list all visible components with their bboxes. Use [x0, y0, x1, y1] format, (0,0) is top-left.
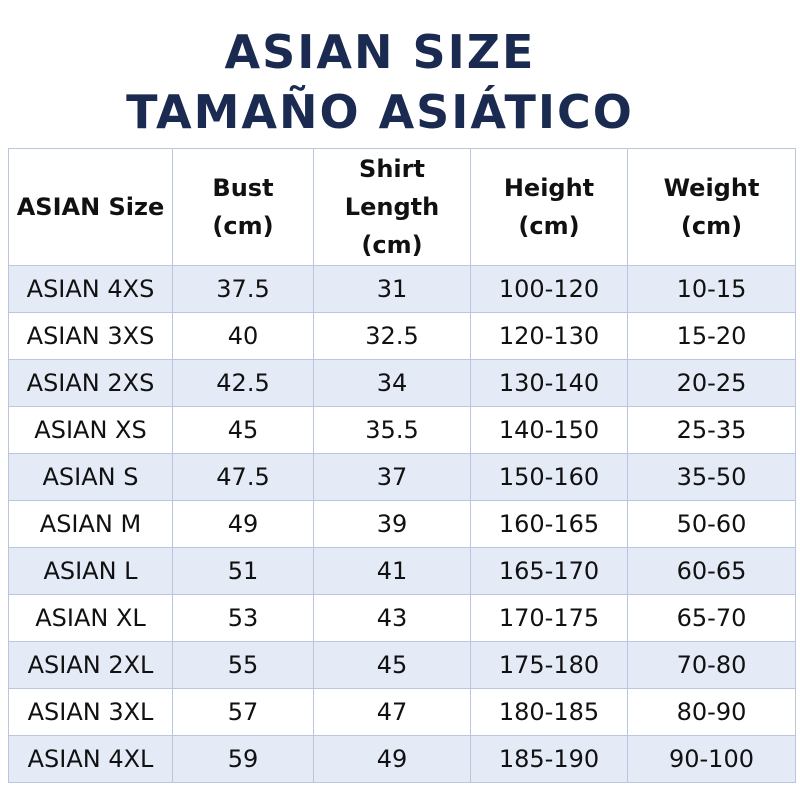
table-cell: 51 [172, 547, 314, 595]
table-row: ASIAN S 47.5 37 150-160 35-50 [8, 453, 796, 501]
table-cell: 20-25 [627, 359, 796, 407]
header-row: ASIAN Size Bust (cm) Shirt Length (cm) Height (… [8, 148, 796, 266]
table-cell: 45 [172, 406, 314, 454]
table-cell: 39 [313, 500, 471, 548]
table-cell: 185-190 [470, 735, 628, 783]
title: ASIAN SIZE TAMAÑO ASIÁTICO [0, 22, 760, 142]
header-line: (cm) [680, 212, 743, 240]
table-cell: 10-15 [627, 265, 796, 313]
table-cell: 49 [313, 735, 471, 783]
table-cell: 37.5 [172, 265, 314, 313]
table-cell: 25-35 [627, 406, 796, 454]
table-body: ASIAN 4XS 37.5 31 100-120 10-15 ASIAN 3XS 40 32… [8, 265, 796, 783]
table-cell: ASIAN M [8, 500, 173, 548]
table-cell: 45 [313, 641, 471, 689]
column-header: Shirt Length (cm) [313, 148, 471, 266]
table-cell: 15-20 [627, 312, 796, 360]
table-cell: 80-90 [627, 688, 796, 736]
table-cell: ASIAN 2XS [8, 359, 173, 407]
table-row: ASIAN M 49 39 160-165 50-60 [8, 500, 796, 548]
table-cell: 65-70 [627, 594, 796, 642]
table-row: ASIAN XL 53 43 170-175 65-70 [8, 594, 796, 642]
header-line: Height [503, 174, 595, 202]
table-row: ASIAN 3XL 57 47 180-185 80-90 [8, 688, 796, 736]
table-cell: ASIAN 3XL [8, 688, 173, 736]
table-cell: ASIAN 4XS [8, 265, 173, 313]
header-line: (cm) [212, 212, 274, 240]
header-line: (cm) [518, 212, 580, 240]
table-cell: 47 [313, 688, 471, 736]
table-cell: 49 [172, 500, 314, 548]
table-cell: 59 [172, 735, 314, 783]
table-cell: ASIAN 3XS [8, 312, 173, 360]
table-row: ASIAN 3XS 40 32.5 120-130 15-20 [8, 312, 796, 360]
table-cell: 70-80 [627, 641, 796, 689]
table-cell: 170-175 [470, 594, 628, 642]
table-cell: 55 [172, 641, 314, 689]
table-cell: 47.5 [172, 453, 314, 501]
size-table: ASIAN Size Bust (cm) Shirt Length (cm) Height (… [8, 148, 796, 783]
table-cell: 41 [313, 547, 471, 595]
table-cell: 32.5 [313, 312, 471, 360]
table-cell: ASIAN 2XL [8, 641, 173, 689]
table-cell: ASIAN L [8, 547, 173, 595]
table-cell: 35.5 [313, 406, 471, 454]
table-cell: ASIAN 4XL [8, 735, 173, 783]
title-line: TAMAÑO ASIÁTICO [126, 85, 634, 139]
table-cell: 53 [172, 594, 314, 642]
table-cell: 90-100 [627, 735, 796, 783]
table-cell: 42.5 [172, 359, 314, 407]
table-cell: 175-180 [470, 641, 628, 689]
table-row: ASIAN L 51 41 165-170 60-65 [8, 547, 796, 595]
table-row: ASIAN XS 45 35.5 140-150 25-35 [8, 406, 796, 454]
table-cell: 50-60 [627, 500, 796, 548]
table-cell: 31 [313, 265, 471, 313]
table-row: ASIAN 2XS 42.5 34 130-140 20-25 [8, 359, 796, 407]
header-line: Length [344, 193, 440, 221]
table-cell: 34 [313, 359, 471, 407]
header-line: Bust [212, 174, 274, 202]
table-cell: 130-140 [470, 359, 628, 407]
table-cell: 150-160 [470, 453, 628, 501]
header-line: ASIAN Size [16, 193, 165, 221]
column-header: Height (cm) [470, 148, 628, 266]
header-line: Shirt [359, 155, 425, 183]
table-row: ASIAN 2XL 55 45 175-180 70-80 [8, 641, 796, 689]
column-header: ASIAN Size [8, 148, 173, 266]
table-cell: 35-50 [627, 453, 796, 501]
table-cell: 160-165 [470, 500, 628, 548]
table-cell: ASIAN XS [8, 406, 173, 454]
column-header: Weight (cm) [627, 148, 796, 266]
table-cell: 43 [313, 594, 471, 642]
table-cell: 180-185 [470, 688, 628, 736]
table-row: ASIAN 4XS 37.5 31 100-120 10-15 [8, 265, 796, 313]
table-cell: ASIAN S [8, 453, 173, 501]
column-header: Bust (cm) [172, 148, 314, 266]
table-cell: 60-65 [627, 547, 796, 595]
header-line: (cm) [361, 231, 423, 259]
table-cell: ASIAN XL [8, 594, 173, 642]
table-cell: 40 [172, 312, 314, 360]
table-cell: 57 [172, 688, 314, 736]
table-cell: 140-150 [470, 406, 628, 454]
table-cell: 120-130 [470, 312, 628, 360]
title-line: ASIAN SIZE [224, 25, 536, 79]
table-cell: 165-170 [470, 547, 628, 595]
table-row: ASIAN 4XL 59 49 185-190 90-100 [8, 735, 796, 783]
table-cell: 37 [313, 453, 471, 501]
header-line: Weight [663, 174, 760, 202]
table-cell: 100-120 [470, 265, 628, 313]
